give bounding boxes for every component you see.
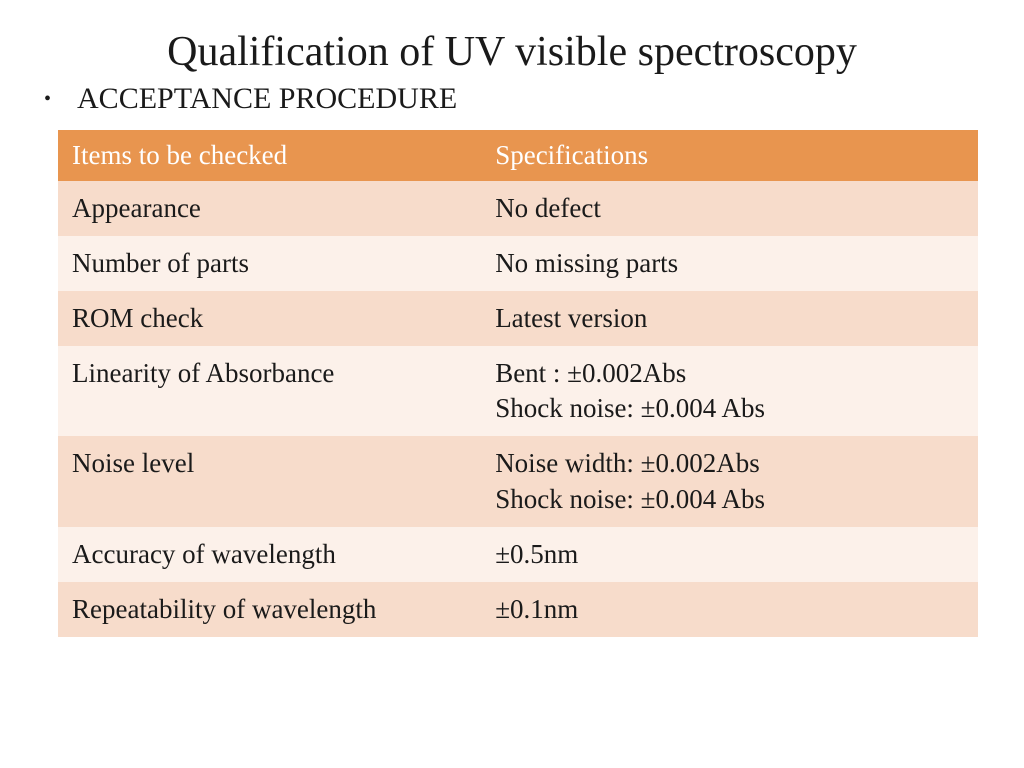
- cell-spec: Bent : ±0.002AbsShock noise: ±0.004 Abs: [481, 346, 978, 436]
- table-row: Number of partsNo missing parts: [58, 236, 978, 291]
- table-row: Accuracy of wavelength±0.5nm: [58, 527, 978, 582]
- cell-spec: No defect: [481, 181, 978, 236]
- cell-item: Noise level: [58, 436, 481, 526]
- table-row: ROM checkLatest version: [58, 291, 978, 346]
- table-header-row: Items to be checked Specifications: [58, 130, 978, 181]
- table-row: Noise levelNoise width: ±0.002AbsShock n…: [58, 436, 978, 526]
- table-row: Repeatability of wavelength±0.1nm: [58, 582, 978, 637]
- cell-spec: Noise width: ±0.002AbsShock noise: ±0.00…: [481, 436, 978, 526]
- cell-item: ROM check: [58, 291, 481, 346]
- subheading-text: ACCEPTANCE PROCEDURE: [77, 82, 457, 116]
- cell-item: Accuracy of wavelength: [58, 527, 481, 582]
- slide-title: Qualification of UV visible spectroscopy: [40, 28, 984, 76]
- header-specs: Specifications: [481, 130, 978, 181]
- cell-spec: No missing parts: [481, 236, 978, 291]
- subheading-row: • ACCEPTANCE PROCEDURE: [40, 82, 984, 116]
- cell-spec: ±0.5nm: [481, 527, 978, 582]
- slide: Qualification of UV visible spectroscopy…: [0, 0, 1024, 768]
- cell-item: Number of parts: [58, 236, 481, 291]
- cell-spec: ±0.1nm: [481, 582, 978, 637]
- table-row: Linearity of AbsorbanceBent : ±0.002AbsS…: [58, 346, 978, 436]
- table-body: AppearanceNo defectNumber of partsNo mis…: [58, 181, 978, 637]
- header-items: Items to be checked: [58, 130, 481, 181]
- table-row: AppearanceNo defect: [58, 181, 978, 236]
- cell-item: Repeatability of wavelength: [58, 582, 481, 637]
- cell-item: Linearity of Absorbance: [58, 346, 481, 436]
- cell-item: Appearance: [58, 181, 481, 236]
- cell-spec: Latest version: [481, 291, 978, 346]
- spec-table: Items to be checked Specifications Appea…: [58, 130, 978, 637]
- bullet-icon: •: [44, 88, 51, 111]
